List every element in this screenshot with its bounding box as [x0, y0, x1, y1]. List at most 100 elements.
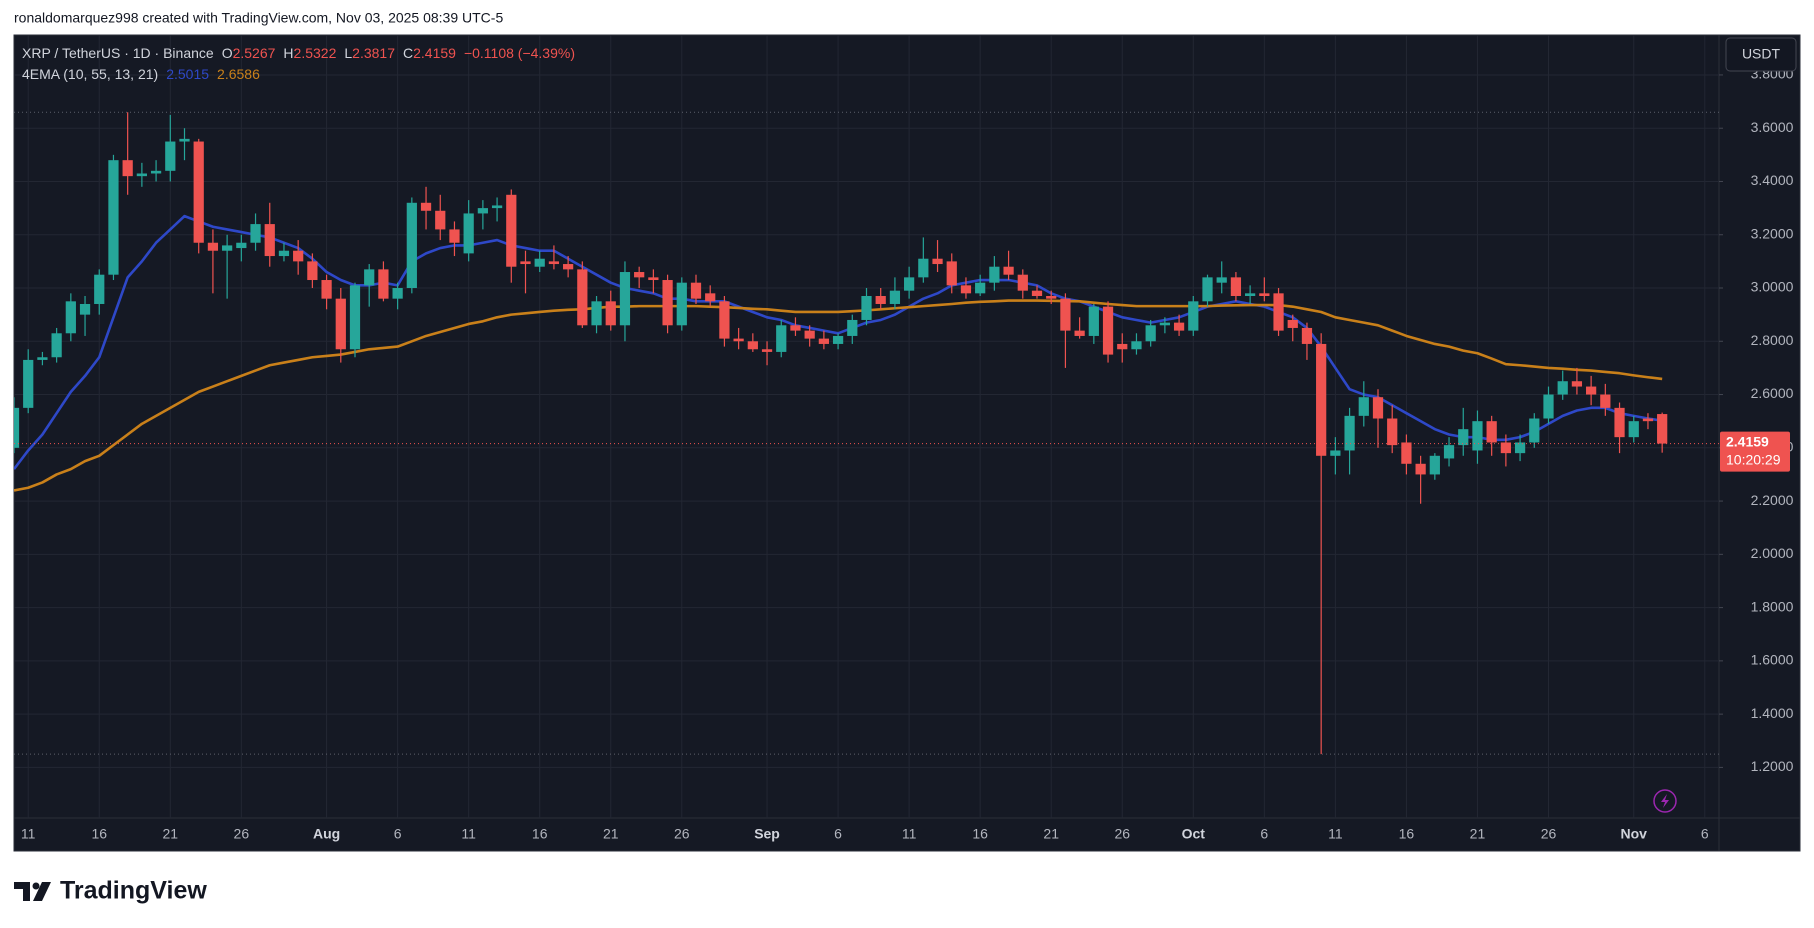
candle-body: [591, 301, 602, 326]
candle-body: [1486, 421, 1497, 443]
alert-icon[interactable]: [1653, 789, 1677, 813]
logo-slash: [33, 882, 51, 901]
candle-body: [1600, 394, 1611, 408]
candle-body: [648, 277, 659, 281]
candle-body: [23, 359, 34, 408]
candle-body: [477, 208, 488, 214]
legend-indicator: 4EMA (10, 55, 13, 21) 2.5015 2.6586: [22, 66, 260, 82]
credit: ronaldomarquez998 created with TradingVi…: [14, 10, 503, 26]
indicator-name: 4EMA (10, 55, 13, 21): [22, 66, 158, 82]
candle-body: [832, 335, 844, 344]
candle-body: [136, 173, 147, 177]
x-tick-label: 6: [1260, 826, 1268, 842]
candle-body: [449, 229, 460, 243]
x-tick-label: 11: [902, 826, 917, 842]
candle-body: [1159, 322, 1170, 326]
candle-body: [960, 285, 972, 294]
candle-body: [51, 333, 62, 358]
x-tick-label: 21: [1470, 826, 1486, 842]
y-tick-label: 3.6000: [1751, 119, 1794, 135]
y-tick-label: 2.0000: [1751, 545, 1794, 561]
candle-body: [1372, 397, 1384, 419]
candle-body: [1117, 343, 1128, 350]
candle-body: [1017, 274, 1028, 291]
x-tick-label: 26: [234, 826, 250, 842]
x-tick-label: 26: [1114, 826, 1130, 842]
time-axis: 11 16 21 26 Aug 6 11 16 21 26 Sep 6 11 16 21 26 Oct 6 11 16…: [21, 826, 1709, 842]
last-price-box: [1720, 431, 1790, 472]
logo-dot: [32, 882, 40, 890]
alert-bolt[interactable]: [1661, 794, 1669, 808]
candle-body: [506, 194, 517, 267]
candle-body: [676, 282, 687, 326]
price-axis: 1.20001.40001.60001.80002.00002.20002.40…: [1719, 66, 1794, 774]
currency-label[interactable]: USDT: [1742, 46, 1781, 62]
currency-button[interactable]: USDT: [1725, 37, 1797, 72]
candle-body: [1145, 325, 1156, 342]
x-tick-label: 16: [91, 826, 107, 842]
alert-circle[interactable]: [1653, 789, 1677, 813]
candle-body: [392, 288, 403, 299]
x-tick-label: 6: [834, 826, 842, 842]
candle-body: [1571, 381, 1583, 387]
y-tick-label: 1.8000: [1751, 598, 1794, 614]
candle-body: [165, 141, 176, 171]
candle-body: [1202, 277, 1213, 302]
candle-body: [1557, 381, 1568, 395]
candle-body: [179, 138, 190, 142]
candle-body: [1458, 429, 1469, 446]
x-tick-label: 16: [532, 826, 548, 842]
candle-body: [705, 293, 716, 302]
x-tick-label: Nov: [1621, 826, 1648, 842]
candle-body: [1003, 266, 1014, 275]
candle-body: [236, 242, 247, 249]
candle-body: [1131, 341, 1142, 350]
y-tick-label: 1.6000: [1751, 652, 1794, 668]
candle-body: [406, 202, 417, 289]
candle-body: [1060, 298, 1071, 331]
logo-mark: [14, 882, 30, 901]
candle-body: [733, 338, 744, 342]
candle-body: [65, 301, 76, 334]
candle-body: [264, 224, 275, 257]
candle-body: [1529, 418, 1540, 443]
candle-body: [94, 274, 105, 304]
candle-body: [435, 210, 446, 230]
symbol: XRP / TetherUS · 1D · Binance: [22, 45, 214, 61]
candle-body: [1273, 293, 1284, 331]
x-tick-label: 6: [394, 826, 402, 842]
candle-body: [14, 407, 20, 448]
candle-body: [1216, 277, 1227, 283]
candle-body: [563, 264, 574, 270]
candle-body: [690, 282, 702, 299]
change-value: −0.1108 (−4.39%): [464, 45, 575, 61]
candle-body: [1173, 322, 1185, 331]
y-tick-label: 2.8000: [1751, 332, 1794, 348]
x-tick-label: Oct: [1182, 826, 1206, 842]
candle-body: [122, 160, 133, 177]
x-tick-label: Aug: [313, 826, 340, 842]
x-tick-label: 21: [163, 826, 179, 842]
close-value: 2.4159: [413, 45, 456, 61]
chart-frame: [13, 34, 1801, 852]
candle-body: [776, 325, 787, 352]
x-tick-label: 21: [1043, 826, 1059, 842]
x-tick-label: 16: [972, 826, 988, 842]
ema-slow-value: 2.6586: [217, 66, 260, 82]
grid: [14, 35, 1719, 818]
candle-body: [1443, 445, 1455, 459]
last-price-label: 2.4159: [1726, 433, 1769, 449]
currency-button-box[interactable]: [1725, 37, 1797, 72]
ema-fast-value: 2.5015: [166, 66, 209, 82]
legend-main: XRP / TetherUS · 1D · Binance O2.5267 H2.5…: [22, 45, 575, 61]
brand-name: TradingView: [60, 877, 207, 905]
ohlc-label: O: [222, 45, 233, 61]
candle-body: [108, 160, 119, 275]
candle-body: [207, 242, 219, 251]
ohlc-label: L: [344, 45, 352, 61]
ohlc-label: C: [403, 45, 413, 61]
candle-body: [804, 330, 815, 339]
candle-body: [1330, 450, 1341, 456]
